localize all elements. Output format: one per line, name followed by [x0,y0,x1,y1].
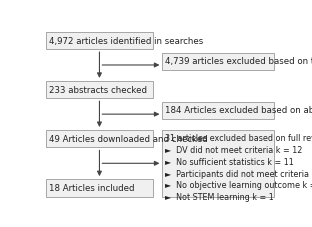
Text: 18 Articles included: 18 Articles included [49,184,135,192]
Bar [46,179,153,197]
Text: 184 Articles excluded based on abstract: 184 Articles excluded based on abstract [165,106,312,114]
Text: 49 Articles downloaded and checked: 49 Articles downloaded and checked [49,135,208,144]
Text: 31 articles excluded based on full review
►  DV did not meet criteria k = 12
►  : 31 articles excluded based on full revie… [165,133,312,201]
Bar [46,32,153,50]
Text: 4,739 articles excluded based on title: 4,739 articles excluded based on title [165,57,312,66]
Bar [46,81,153,99]
Bar [162,53,274,71]
Bar [162,102,274,120]
Text: 233 abstracts checked: 233 abstracts checked [49,86,147,95]
Bar [162,130,274,197]
Bar [46,130,153,148]
Text: 4,972 articles identified in searches: 4,972 articles identified in searches [49,37,203,46]
